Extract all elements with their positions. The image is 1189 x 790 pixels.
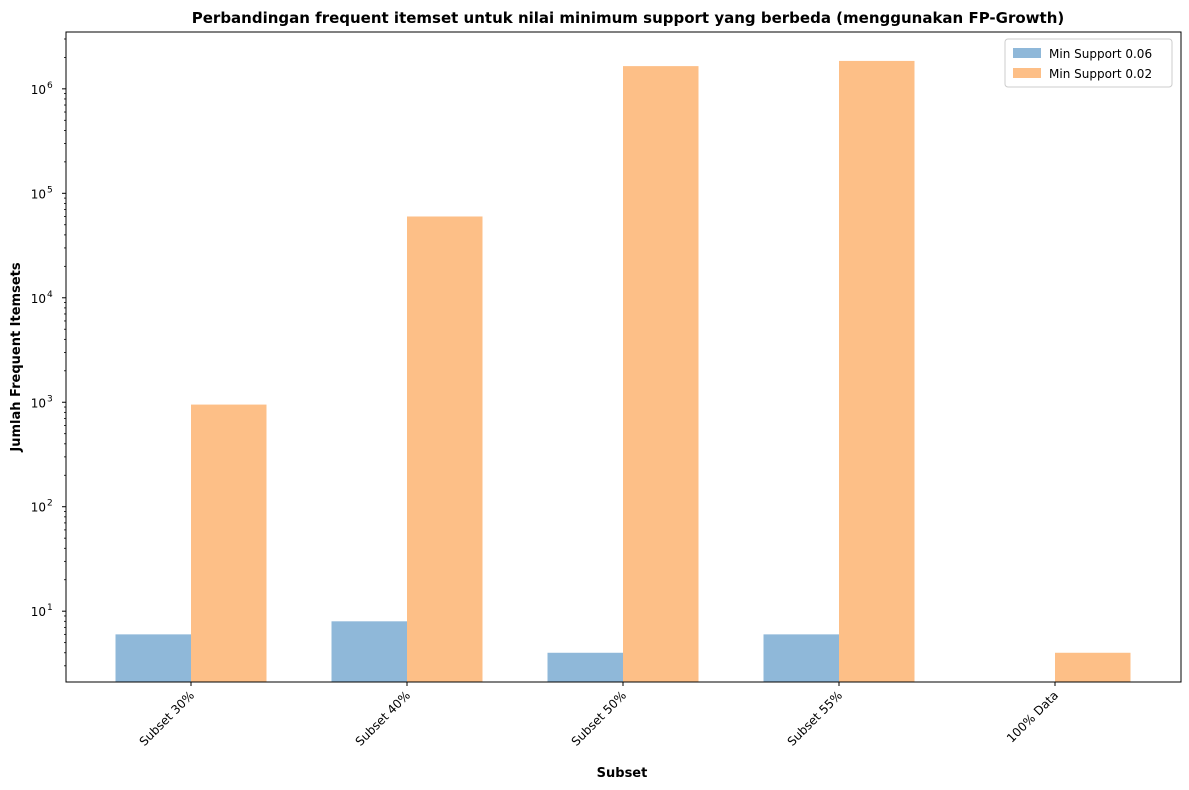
y-tick-exponent: 2 [47, 499, 53, 509]
x-axis-label: Subset [597, 766, 648, 781]
x-tick-label: Subset 30% [137, 688, 198, 749]
legend-swatch [1013, 68, 1041, 78]
y-tick-exponent: 4 [47, 290, 53, 300]
y-tick-exponent: 1 [47, 603, 53, 613]
legend-box [1004, 38, 1173, 88]
chart-title: Perbandingan frequent itemset untuk nila… [192, 9, 1064, 27]
x-tick-label: Subset 55% [785, 688, 846, 749]
bar-min-support-006-3 [763, 634, 839, 682]
legend: Min Support 0.06 Min Support 0.02 [1004, 38, 1173, 88]
y-axis-label: Jumlah Frequent Itemsets [9, 262, 24, 452]
y-tick-label: 10 [31, 396, 46, 410]
x-tick-label: 100% Data [1004, 688, 1061, 745]
legend-entry-label: Min Support 0.06 [1049, 47, 1152, 61]
y-tick-exponent: 6 [47, 81, 53, 91]
bar-min-support-002-3 [839, 60, 915, 683]
y-tick-exponent: 3 [47, 394, 53, 404]
x-tick-label: Subset 40% [353, 688, 414, 749]
legend-swatch [1013, 48, 1041, 58]
bar-min-support-002-1 [407, 216, 483, 682]
y-tick-label: 10 [31, 292, 46, 306]
y-tick-label: 10 [31, 501, 46, 515]
bar-min-support-002-0 [191, 404, 267, 682]
bar-min-support-006-1 [331, 621, 407, 682]
legend-entry-label: Min Support 0.02 [1049, 67, 1152, 81]
y-tick-exponent: 5 [47, 185, 53, 195]
bar-min-support-006-0 [115, 634, 191, 682]
bar-min-support-006-2 [547, 652, 623, 682]
y-tick-label: 10 [31, 187, 46, 201]
bar-min-support-002-2 [623, 66, 699, 683]
bar-min-support-002-4 [1055, 652, 1131, 682]
bars-layer [115, 60, 1131, 683]
x-tick-label: Subset 50% [569, 688, 630, 749]
y-tick-label: 10 [31, 605, 46, 619]
x-axis: Subset 30% Subset 40% Subset 50% Subset 55%… [137, 682, 1061, 749]
y-tick-label: 10 [31, 83, 46, 97]
